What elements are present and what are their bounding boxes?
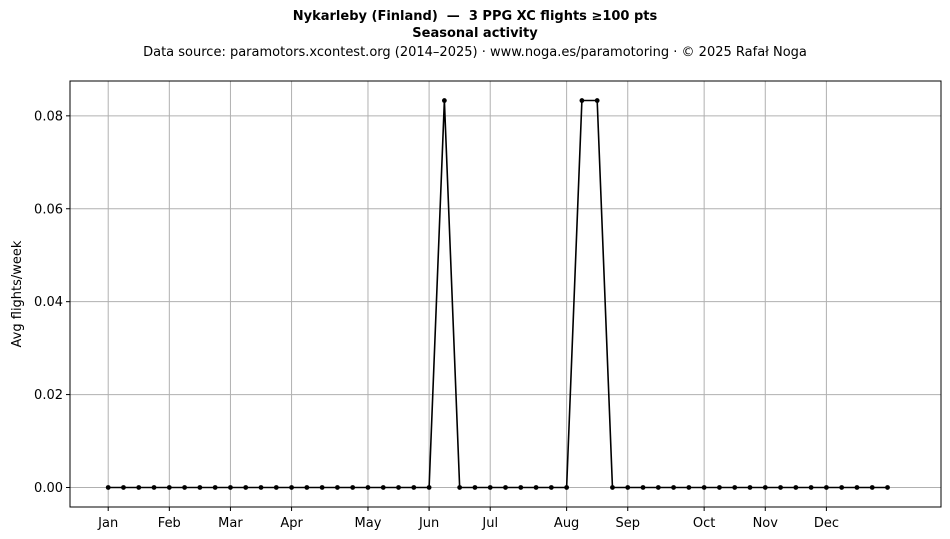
data-point: [579, 98, 585, 103]
data-point: [243, 485, 249, 490]
x-tick-label: Apr: [280, 516, 303, 531]
x-tick-label: Jul: [481, 516, 498, 531]
data-point: [686, 485, 692, 490]
x-tick-label: Aug: [554, 516, 579, 531]
data-point: [747, 485, 753, 490]
chart-titles: Nykarleby (Finland) — 3 PPG XC flights ≥…: [0, 8, 950, 62]
data-point: [304, 485, 310, 490]
data-point: [166, 485, 172, 490]
x-tick-label: Jun: [418, 516, 439, 531]
data-point: [182, 485, 188, 490]
data-point: [640, 485, 646, 490]
y-tick-label: 0.04: [34, 295, 63, 310]
data-point: [472, 485, 478, 490]
data-point: [671, 485, 676, 490]
chart-source-note: Data source: paramotors.xcontest.org (20…: [143, 45, 807, 60]
series-layer: [105, 98, 890, 490]
grid-lines: [70, 81, 941, 507]
chart-title: Nykarleby (Finland) — 3 PPG XC flights ≥…: [292, 9, 658, 24]
data-point: [396, 485, 401, 490]
data-point: [594, 98, 600, 103]
x-tick-label: Mar: [218, 516, 243, 531]
y-tick-label: 0.00: [34, 481, 63, 496]
data-point: [564, 485, 570, 490]
data-point: [151, 485, 157, 490]
x-tick-label: Nov: [753, 516, 779, 531]
x-tick-label: Feb: [158, 516, 181, 531]
data-point: [839, 485, 845, 490]
data-point: [380, 485, 386, 490]
y-tick-label: 0.08: [34, 109, 63, 124]
y-axis-label: Avg flights/week: [10, 240, 25, 347]
data-point: [457, 485, 463, 490]
data-point: [533, 485, 539, 490]
data-point: [610, 485, 615, 490]
data-point: [335, 485, 340, 490]
data-point: [869, 485, 875, 490]
data-point: [518, 485, 524, 490]
x-tick-label: May: [355, 516, 382, 531]
data-point: [411, 485, 417, 490]
data-point: [319, 485, 325, 490]
data-point: [625, 485, 631, 490]
data-point: [136, 485, 142, 490]
data-point: [793, 485, 799, 490]
data-point: [717, 485, 722, 490]
data-point: [105, 485, 111, 490]
data-point: [197, 485, 203, 490]
x-tick-label: Oct: [693, 516, 715, 531]
series-line: [108, 99, 888, 489]
data-point: [503, 485, 508, 490]
data-point: [426, 485, 432, 490]
data-point: [655, 485, 661, 490]
data-point: [823, 485, 829, 490]
data-point: [228, 485, 233, 490]
y-tick-label: 0.06: [34, 202, 63, 217]
x-tick-label: Sep: [615, 516, 640, 531]
data-point: [808, 485, 814, 490]
x-tick-label: Dec: [814, 516, 839, 531]
data-point: [762, 485, 768, 490]
x-tick-label: Jan: [97, 516, 118, 531]
data-point: [701, 485, 707, 490]
data-point: [885, 485, 890, 490]
y-tick-label: 0.02: [34, 388, 63, 403]
data-point: [289, 485, 294, 490]
data-point: [273, 485, 279, 490]
data-point: [121, 485, 126, 490]
data-point: [548, 485, 554, 490]
data-point: [212, 485, 218, 490]
chart-subtitle: Seasonal activity: [412, 26, 538, 41]
data-point: [365, 485, 371, 490]
data-point: [441, 98, 447, 103]
axes-layer: Jan Feb Mar Apr May Jun Jul Aug Sep Oct Nov Dec 0.00…: [34, 109, 839, 531]
data-point: [854, 485, 860, 490]
data-point: [350, 485, 356, 490]
plot-frame: [69, 80, 942, 508]
data-point: [778, 485, 783, 490]
data-point: [487, 485, 493, 490]
data-point: [258, 485, 264, 490]
data-point: [732, 485, 738, 490]
